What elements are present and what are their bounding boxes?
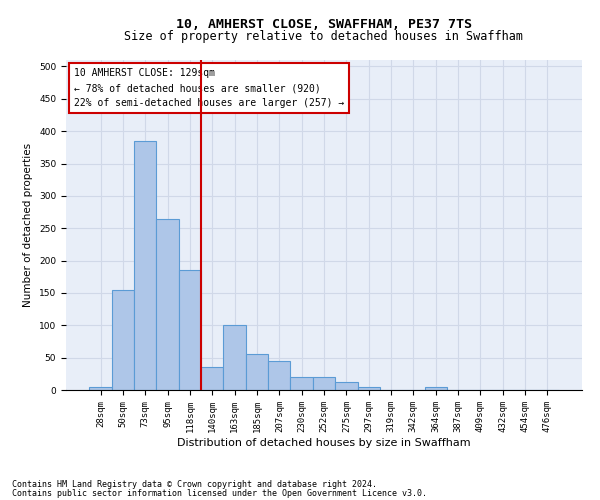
Y-axis label: Number of detached properties: Number of detached properties [23, 143, 34, 307]
Bar [358, 387, 380, 390]
Bar [89, 387, 112, 390]
Bar [335, 382, 358, 390]
Bar [425, 387, 447, 390]
Bar [290, 377, 313, 390]
Bar [134, 141, 157, 390]
Bar [313, 377, 335, 390]
Text: 10, AMHERST CLOSE, SWAFFHAM, PE37 7TS: 10, AMHERST CLOSE, SWAFFHAM, PE37 7TS [176, 18, 472, 30]
Text: Size of property relative to detached houses in Swaffham: Size of property relative to detached ho… [125, 30, 523, 43]
Bar [157, 218, 179, 390]
Text: 10 AMHERST CLOSE: 129sqm
← 78% of detached houses are smaller (920)
22% of semi-: 10 AMHERST CLOSE: 129sqm ← 78% of detach… [74, 68, 344, 108]
Bar [179, 270, 201, 390]
X-axis label: Distribution of detached houses by size in Swaffham: Distribution of detached houses by size … [177, 438, 471, 448]
Bar [112, 290, 134, 390]
Bar [246, 354, 268, 390]
Bar [201, 368, 223, 390]
Bar [268, 361, 290, 390]
Text: Contains HM Land Registry data © Crown copyright and database right 2024.: Contains HM Land Registry data © Crown c… [12, 480, 377, 489]
Text: Contains public sector information licensed under the Open Government Licence v3: Contains public sector information licen… [12, 488, 427, 498]
Bar [223, 326, 246, 390]
